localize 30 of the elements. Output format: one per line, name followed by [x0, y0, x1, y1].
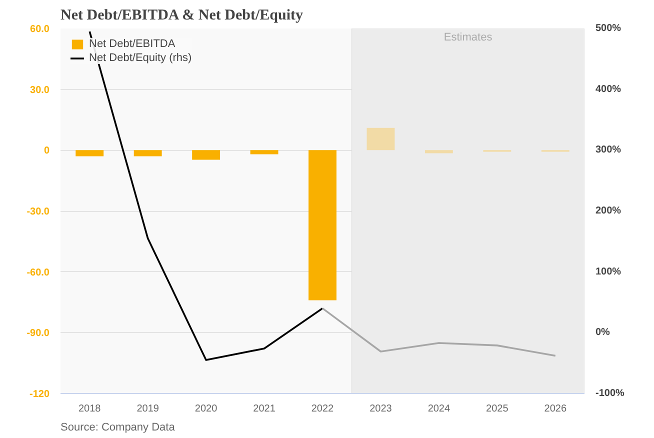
chart-title: Net Debt/EBITDA & Net Debt/Equity: [60, 8, 304, 24]
source-note: Source: Company Data: [60, 422, 176, 434]
x-tick-label: 2019: [136, 404, 160, 414]
y-tick-label: -90.0: [26, 328, 50, 340]
y-tick-label: -60.0: [26, 267, 50, 278]
x-tick-label: 2024: [428, 404, 451, 414]
x-tick-label: 2023: [370, 404, 392, 414]
legend-label: Net Debt/EBITDA: [89, 38, 176, 50]
y2-tick-label: 200%: [596, 206, 622, 216]
y2-tick-label: 400%: [596, 84, 622, 95]
y-tick-label: 60.0: [30, 24, 50, 35]
line-series: [322, 307, 556, 357]
line-series: [88, 30, 324, 361]
x-tick-label: 2025: [486, 404, 509, 414]
x-tick-label: 2018: [78, 404, 102, 414]
y2-tick-label: 500%: [596, 23, 622, 34]
x-tick-label: 2022: [311, 404, 334, 414]
x-tick-label: 2021: [253, 404, 276, 414]
y2-tick-label: 100%: [596, 266, 622, 278]
band-label: Estimates: [444, 32, 493, 44]
y-tick-label: 0: [44, 146, 50, 157]
y2-tick-label: 300%: [596, 144, 622, 156]
y-tick-label: -30.0: [26, 206, 50, 218]
x-tick-label: 2026: [544, 404, 567, 414]
y-tick-label: 30.0: [30, 84, 50, 96]
legend-label: Net Debt/Equity (rhs): [89, 52, 192, 64]
x-tick-label: 2020: [194, 404, 218, 414]
y2-tick-label: -100%: [596, 388, 625, 399]
y2-tick-label: 0%: [596, 327, 610, 338]
y-tick-label: -120: [29, 389, 50, 400]
